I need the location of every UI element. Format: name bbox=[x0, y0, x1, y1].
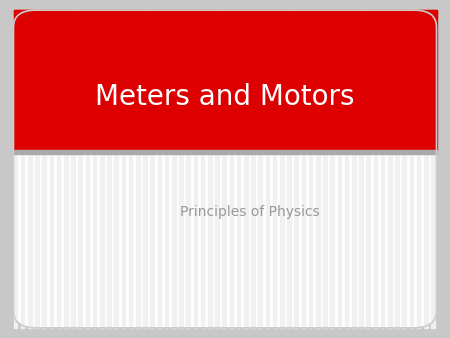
Bar bbox=[28, 10, 32, 328]
Bar bbox=[64, 10, 68, 328]
Bar bbox=[374, 10, 377, 328]
Bar bbox=[302, 10, 305, 328]
Bar bbox=[14, 10, 17, 328]
Bar bbox=[431, 10, 435, 328]
Bar bbox=[14, 17, 436, 18]
Bar bbox=[366, 10, 370, 328]
Bar bbox=[417, 10, 420, 328]
Bar bbox=[237, 10, 240, 328]
Bar bbox=[14, 12, 436, 13]
Bar bbox=[287, 10, 291, 328]
Bar bbox=[71, 10, 75, 328]
Bar bbox=[14, 10, 436, 11]
Bar bbox=[258, 10, 262, 328]
Bar bbox=[402, 10, 406, 328]
Bar bbox=[122, 10, 125, 328]
Bar bbox=[150, 10, 154, 328]
Bar bbox=[35, 10, 39, 328]
Bar bbox=[186, 10, 190, 328]
Bar bbox=[100, 10, 104, 328]
Bar bbox=[294, 10, 298, 328]
Bar bbox=[14, 15, 436, 16]
Bar bbox=[330, 10, 334, 328]
Bar bbox=[345, 10, 348, 328]
FancyBboxPatch shape bbox=[14, 10, 436, 328]
Bar bbox=[352, 10, 356, 328]
Bar bbox=[86, 10, 89, 328]
Text: Principles of Physics: Principles of Physics bbox=[180, 205, 320, 219]
Bar bbox=[201, 10, 204, 328]
Bar bbox=[273, 10, 276, 328]
Bar bbox=[280, 10, 284, 328]
Bar bbox=[129, 10, 132, 328]
Bar bbox=[244, 10, 248, 328]
Bar bbox=[309, 10, 312, 328]
Bar bbox=[388, 10, 392, 328]
Text: Meters and Motors: Meters and Motors bbox=[95, 83, 355, 111]
Bar bbox=[78, 10, 82, 328]
Bar bbox=[179, 10, 183, 328]
Bar bbox=[114, 10, 118, 328]
Bar bbox=[222, 10, 226, 328]
Bar bbox=[14, 11, 436, 12]
Bar bbox=[251, 10, 255, 328]
Bar bbox=[230, 10, 233, 328]
Bar bbox=[316, 10, 320, 328]
Bar bbox=[14, 150, 436, 154]
Bar bbox=[143, 10, 147, 328]
Bar bbox=[42, 10, 46, 328]
Bar bbox=[208, 10, 211, 328]
Bar bbox=[395, 10, 399, 328]
Bar bbox=[194, 10, 197, 328]
Bar bbox=[172, 10, 176, 328]
Bar bbox=[107, 10, 111, 328]
Bar bbox=[57, 10, 60, 328]
Bar bbox=[14, 10, 436, 150]
Bar bbox=[410, 10, 413, 328]
Bar bbox=[424, 10, 428, 328]
Bar bbox=[338, 10, 341, 328]
Bar bbox=[93, 10, 96, 328]
Bar bbox=[21, 10, 24, 328]
Bar bbox=[158, 10, 161, 328]
Bar bbox=[215, 10, 219, 328]
Bar bbox=[14, 14, 436, 15]
Bar bbox=[359, 10, 363, 328]
Bar bbox=[381, 10, 384, 328]
Bar bbox=[50, 10, 53, 328]
Bar bbox=[14, 13, 436, 14]
Bar bbox=[266, 10, 269, 328]
Bar bbox=[323, 10, 327, 328]
Bar bbox=[14, 16, 436, 17]
Bar bbox=[165, 10, 168, 328]
Bar bbox=[136, 10, 140, 328]
